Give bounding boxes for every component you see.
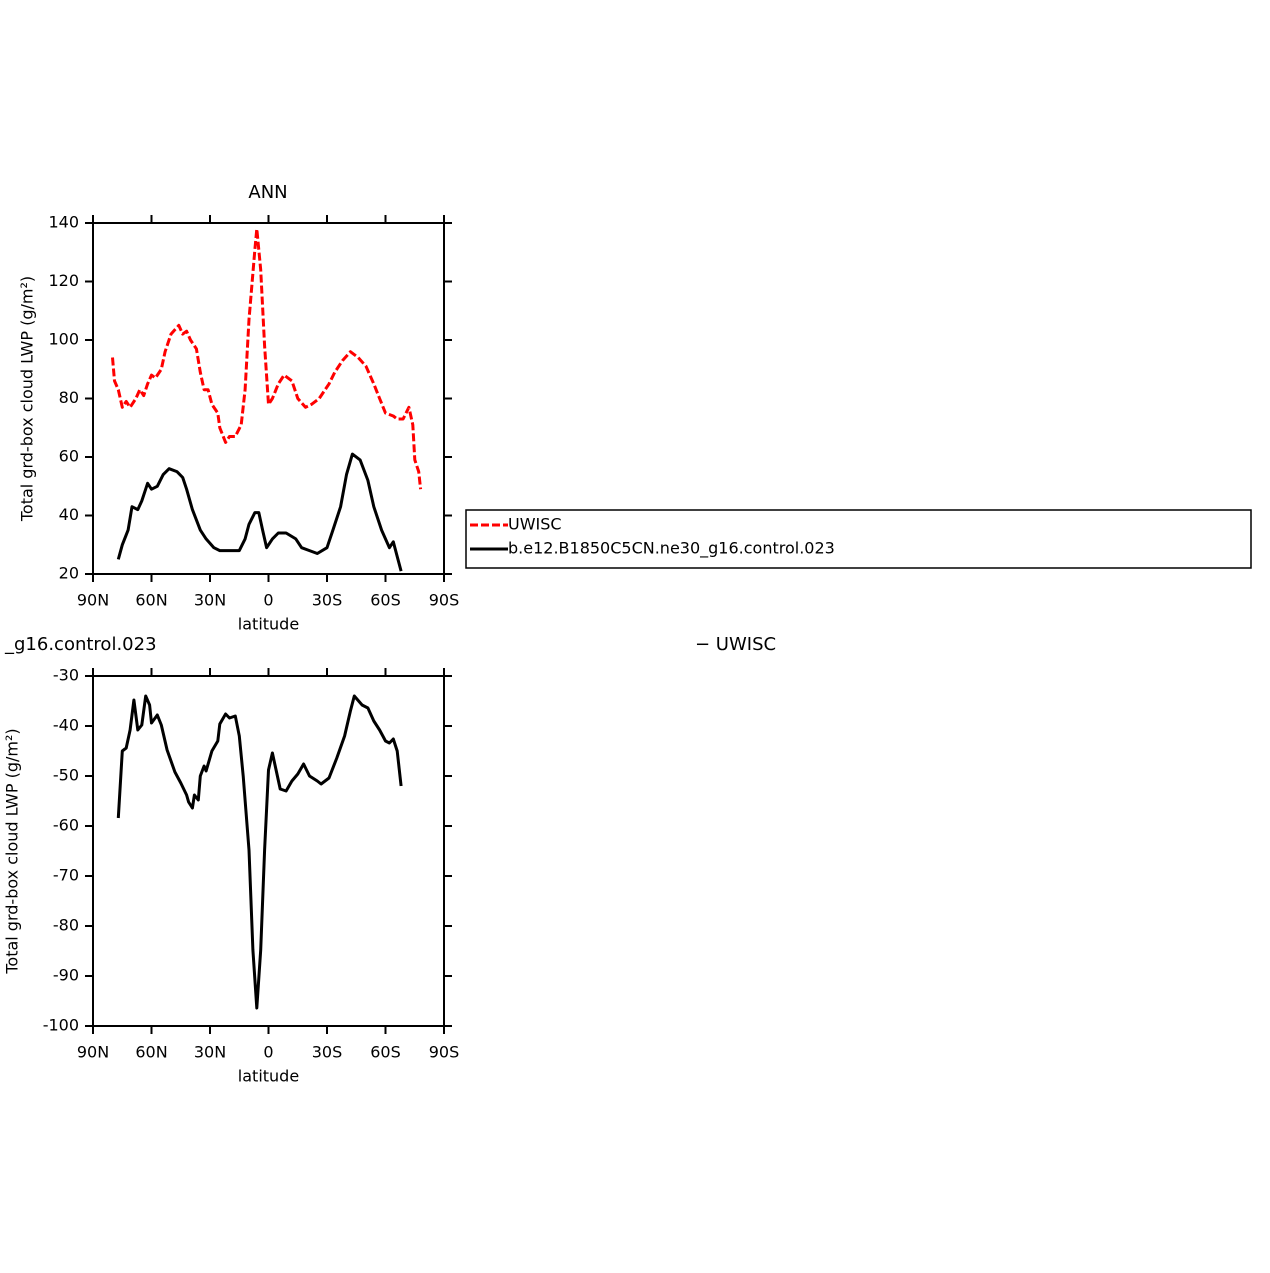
chart-title: − UWISC — [695, 634, 776, 655]
x-tick-label: 30S — [312, 591, 343, 610]
x-tick-label: 30N — [194, 591, 226, 610]
y-tick-label: -90 — [53, 966, 79, 985]
x-tick-label: 90S — [429, 591, 460, 610]
y-tick-label: -30 — [53, 666, 79, 685]
chart-title: ANN — [248, 182, 287, 203]
y-tick-label: 120 — [48, 271, 79, 290]
x-axis-label: latitude — [238, 1067, 299, 1086]
y-tick-label: 80 — [59, 388, 79, 407]
y-axis-label: Total grd-box cloud LWP (g/m²) — [18, 276, 37, 522]
x-tick-label: 30N — [194, 1043, 226, 1062]
x-tick-label: 0 — [263, 591, 273, 610]
x-tick-label: 60N — [135, 1043, 167, 1062]
y-tick-label: -50 — [53, 766, 79, 785]
x-tick-label: 30S — [312, 1043, 343, 1062]
y-tick-label: 140 — [48, 213, 79, 232]
y-tick-label: -100 — [43, 1016, 79, 1035]
y-tick-label: 100 — [48, 330, 79, 349]
y-tick-label: 20 — [59, 564, 79, 583]
y-tick-label: -60 — [53, 816, 79, 835]
x-tick-label: 90S — [429, 1043, 460, 1062]
x-tick-label: 60N — [135, 591, 167, 610]
y-tick-label: 60 — [59, 447, 79, 466]
chart-title: _g16.control.023 — [4, 634, 157, 655]
series-line — [111, 227, 423, 490]
y-axis-label: Total grd-box cloud LWP (g/m²) — [3, 728, 22, 974]
x-tick-label: 90N — [77, 591, 109, 610]
y-tick-label: -70 — [53, 866, 79, 885]
x-tick-label: 60S — [370, 591, 401, 610]
x-tick-label: 60S — [370, 1043, 401, 1062]
legend-label: UWISC — [508, 515, 562, 534]
legend-box — [465, 509, 1252, 569]
series-line — [116, 694, 403, 1010]
y-tick-label: -40 — [53, 716, 79, 735]
x-axis-label: latitude — [238, 615, 299, 634]
y-tick-label: 40 — [59, 505, 79, 524]
x-tick-label: 90N — [77, 1043, 109, 1062]
series-line — [116, 452, 403, 572]
legend-label: b.e12.B1850C5CN.ne30_g16.control.023 — [508, 539, 835, 559]
x-tick-label: 0 — [263, 1043, 273, 1062]
plot-frame — [92, 675, 445, 1027]
y-tick-label: -80 — [53, 916, 79, 935]
